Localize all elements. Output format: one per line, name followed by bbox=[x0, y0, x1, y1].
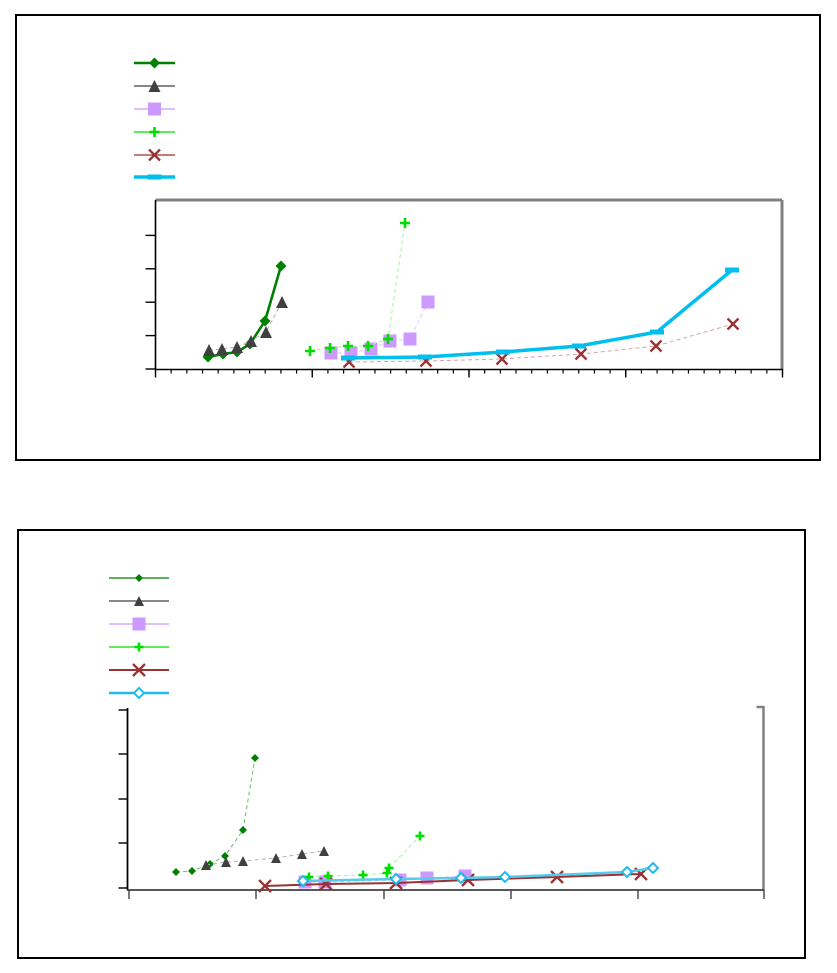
series-bright-green-plus bbox=[305, 218, 410, 356]
legend-entry-dark-red-x bbox=[109, 663, 169, 677]
legend-entry-dark-gray-triangle bbox=[134, 80, 175, 92]
legend-entry-dark-gray-triangle bbox=[109, 596, 169, 606]
chart-1 bbox=[134, 57, 784, 378]
legend-entry-bright-green-plus bbox=[109, 642, 169, 652]
chart-1-frame bbox=[15, 14, 821, 461]
series-bright-green-plus bbox=[304, 831, 425, 882]
x-axis bbox=[154, 368, 784, 378]
legend-entry-dark-green-diamond bbox=[109, 574, 169, 582]
series-dark-gray-triangle bbox=[203, 296, 288, 356]
right-spine bbox=[756, 705, 765, 890]
y-axis bbox=[145, 200, 157, 370]
x-axis bbox=[127, 889, 765, 899]
legend-entry-dark-green-diamond bbox=[134, 57, 175, 69]
legend-entry-light-purple-square bbox=[109, 617, 169, 631]
legend-entry-dark-red-x bbox=[134, 148, 175, 162]
legend-entry-bright-green-plus bbox=[134, 127, 175, 137]
series-cyan-open-diamond bbox=[296, 861, 660, 888]
series-light-purple-square bbox=[324, 295, 435, 360]
y-axis bbox=[118, 708, 129, 890]
series-dark-gray-triangle bbox=[201, 846, 329, 870]
legend bbox=[109, 574, 169, 700]
series-dark-red-x bbox=[342, 317, 740, 369]
chart-2 bbox=[109, 574, 765, 899]
legend-entry-cyan-dash bbox=[134, 174, 175, 180]
legend-entry-cyan-open-diamond bbox=[109, 686, 169, 700]
series-dark-green-diamond bbox=[172, 754, 259, 876]
series-cyan-dash bbox=[341, 267, 739, 361]
legend bbox=[134, 57, 175, 180]
legend-entry-light-purple-square bbox=[134, 102, 175, 116]
series-dark-green-diamond bbox=[202, 260, 287, 363]
